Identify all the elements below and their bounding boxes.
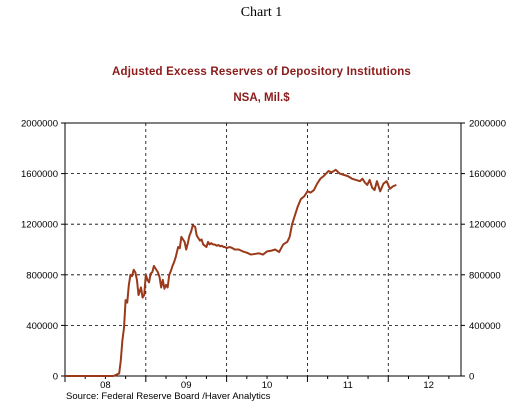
y-tick-label-left: 0 <box>53 372 58 383</box>
chart-subtitle: NSA, Mil.$ <box>233 92 290 104</box>
x-tick-label: 12 <box>423 380 434 391</box>
x-tick-label: 09 <box>181 380 192 391</box>
series-line <box>65 168 397 377</box>
y-tick-label-left: 400000 <box>26 321 58 332</box>
y-tick-label-right: 400000 <box>469 321 501 332</box>
x-tick-label: 10 <box>262 380 273 391</box>
plot-frame <box>64 122 462 377</box>
y-tick-label-left: 2000000 <box>21 119 58 130</box>
chart-label: Chart 1 <box>240 5 283 20</box>
y-tick-label-right: 1200000 <box>469 220 506 231</box>
source-note: Source: Federal Reserve Board /Haver Ana… <box>66 391 271 402</box>
chart-title: Adjusted Excess Reserves of Depository I… <box>111 66 412 78</box>
y-tick-label-left: 800000 <box>26 270 58 281</box>
x-tick-label: 11 <box>343 380 353 391</box>
y-tick-label-right: 0 <box>469 372 474 383</box>
y-tick-label-left: 1600000 <box>21 169 58 180</box>
x-tick-label: 08 <box>100 380 111 391</box>
y-tick-label-right: 2000000 <box>469 119 506 130</box>
y-tick-label-right: 800000 <box>469 270 501 281</box>
y-tick-label-right: 1600000 <box>469 169 506 180</box>
y-tick-label-left: 1200000 <box>21 220 58 231</box>
